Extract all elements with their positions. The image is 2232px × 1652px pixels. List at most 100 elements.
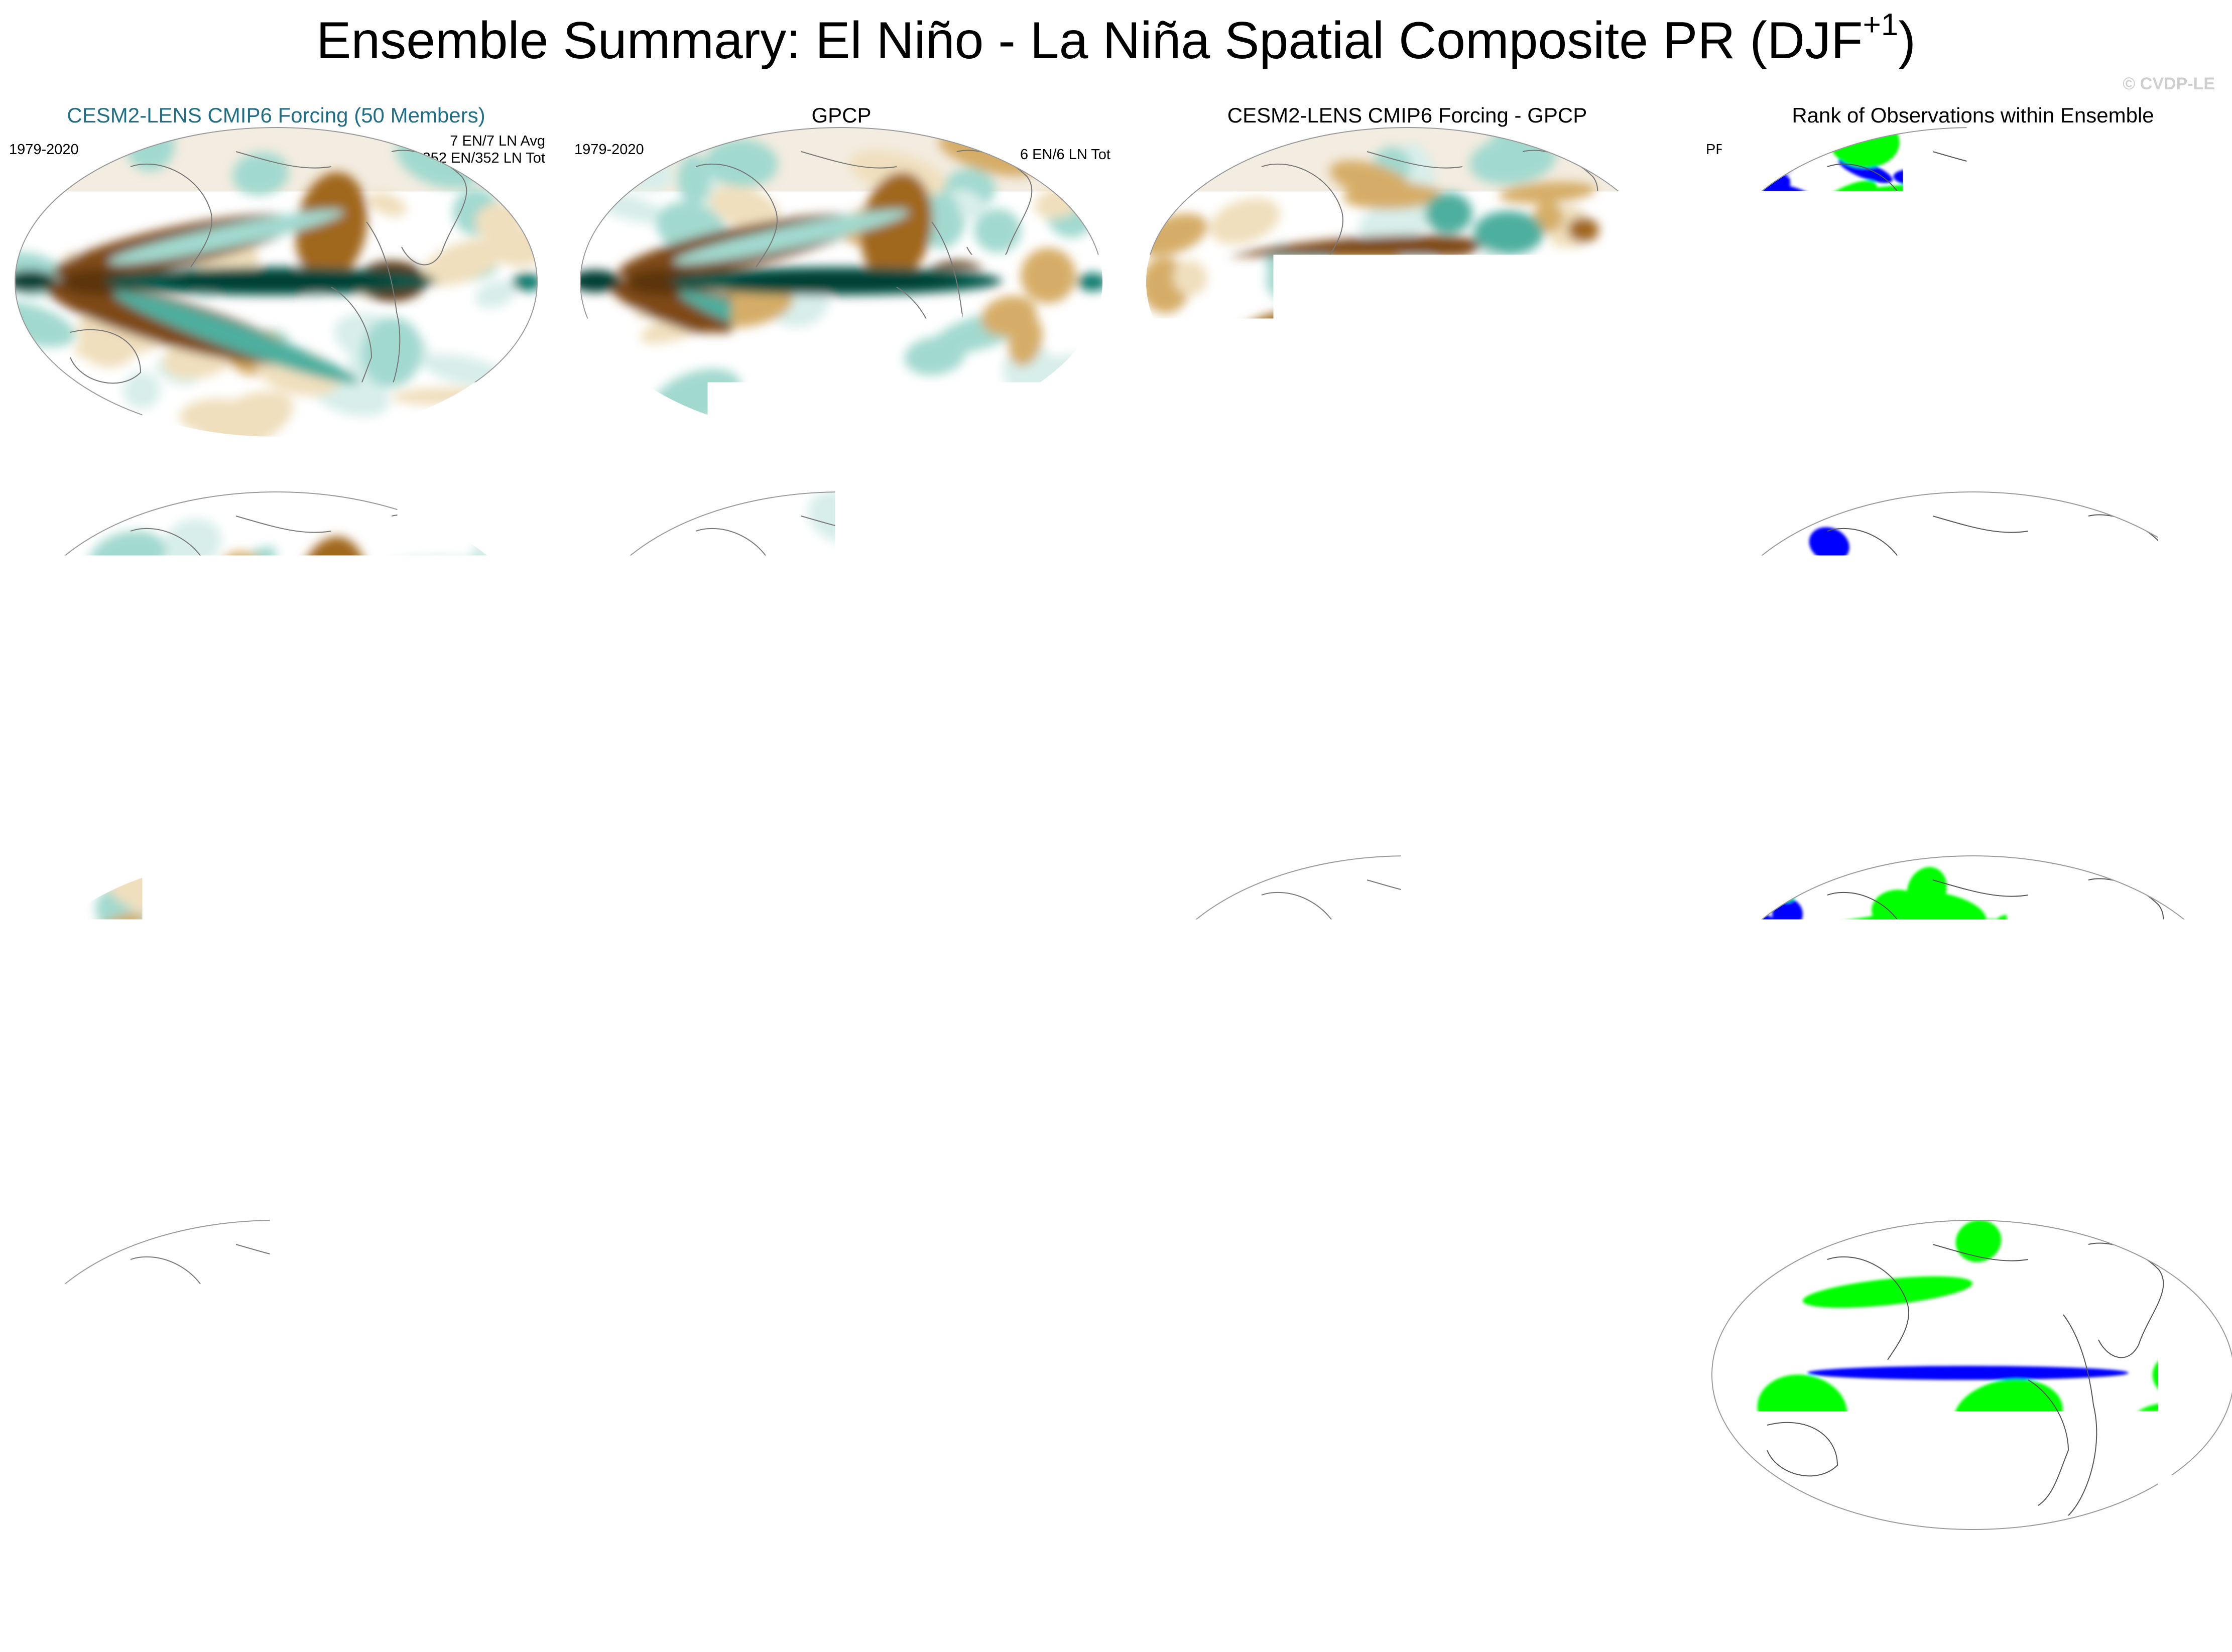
watermark: © CVDP-LE (2123, 74, 2215, 94)
colorbar-swatch (1214, 1573, 1239, 1591)
colorbar-swatch (2165, 1573, 2201, 1591)
map-rank-row2 (1707, 486, 2232, 807)
map-rank-row3 (1707, 850, 2232, 1171)
colorbar-tick-label: -4 (640, 1599, 657, 1621)
colorbar-swatch (404, 1573, 429, 1591)
colorbar-tick-label: 20 (1901, 1599, 1922, 1621)
colorbar-tick-label: -.75 (165, 1599, 197, 1621)
colorbar-swatch (995, 1573, 1020, 1591)
colorbar-swatch (454, 1573, 478, 1591)
colorbar-swatch (599, 1573, 624, 1591)
colorbar-swatch (182, 1573, 206, 1591)
panel-diff-row4: CESM1-LENS - GPCP (1131, 1196, 1683, 1568)
colorbar-swatch (1803, 1573, 1839, 1591)
colorbar-swatch (1387, 1573, 1412, 1591)
colorbar-tick-label: 0 (1394, 1599, 1405, 1621)
colorbar-swatch (1912, 1573, 1948, 1591)
colorbar-swatch (1362, 1573, 1387, 1591)
colorbar-swatches (32, 1572, 504, 1592)
map-field (575, 121, 1107, 443)
colorbar-swatch (1288, 1573, 1313, 1591)
colorbar-swatch (822, 1573, 846, 1591)
colorbar-tick-label: 90 (2082, 1599, 2103, 1621)
colorbar-swatch (797, 1573, 822, 1591)
colorbar-tick-label: 100 (2150, 1599, 2181, 1621)
colorbar-swatch (305, 1573, 330, 1591)
colorbar-swatch (83, 1573, 107, 1591)
colorbar-swatch (1839, 1573, 1876, 1591)
colorbar-swatch (649, 1573, 674, 1591)
colorbar-swatch (1045, 1573, 1069, 1591)
colorbar-tick-label: 0 (263, 1599, 273, 1621)
map-obs-row1 (575, 121, 1107, 443)
map-field (10, 121, 542, 443)
colorbar-unit-label: % (1956, 1622, 1975, 1646)
colorbar-tick-label: 95 (2119, 1599, 2140, 1621)
colorbar-swatch (429, 1573, 453, 1591)
colorbar-swatches (1730, 1572, 2202, 1592)
colorbar-tick-label: .25 (1424, 1599, 1450, 1621)
map-field (575, 1214, 1107, 1536)
colorbar-swatch (921, 1573, 945, 1591)
colorbar-swatch (773, 1573, 797, 1591)
colorbar-swatch (206, 1573, 231, 1591)
colorbar-swatch (1511, 1573, 1536, 1591)
colorbar-swatch (847, 1573, 872, 1591)
page-title: Ensemble Summary: El Niño - La Niña Spat… (0, 11, 2232, 71)
map-diff-row1 (1141, 121, 1673, 443)
map-obs-row2 (575, 486, 1107, 807)
map-rank-row4 (1707, 1214, 2232, 1536)
colorbar-swatch (132, 1573, 157, 1591)
map-rank-row1 (1707, 121, 2232, 443)
map-field (1707, 850, 2232, 1171)
colorbar-swatch (1536, 1573, 1560, 1591)
colorbar-swatch (354, 1573, 379, 1591)
map-model-row3 (10, 850, 542, 1171)
panel-rank-row1: Rank of Observations within Ensemble PR 60… (1697, 103, 2232, 475)
colorbar-swatch (281, 1573, 305, 1591)
colorbar-tick-label: 4 (1015, 1599, 1026, 1621)
colorbar-swatch (946, 1573, 970, 1591)
colorbar-tick-label: 80 (2010, 1599, 2031, 1621)
colorbar-swatch (674, 1573, 698, 1591)
colorbar-tick-label: -.25 (781, 1599, 813, 1621)
map-field (1707, 1214, 2232, 1536)
colorbar-swatch (1461, 1573, 1486, 1591)
colorbar-tick-label: -.75 (731, 1599, 764, 1621)
colorbar-swatch (1264, 1573, 1288, 1591)
colorbar-swatch (698, 1573, 723, 1591)
colorbar-swatch (1313, 1573, 1338, 1591)
panel-obs-row4: GPCP 1979-2020 6 EN/6 LN Tot (565, 1196, 1118, 1568)
colorbar-swatch (256, 1573, 280, 1591)
colorbar-tick-label: .75 (342, 1599, 368, 1621)
colorbar-swatch (1165, 1573, 1189, 1591)
colorbar-unit-label: C (1392, 1622, 1407, 1646)
colorbar-swatch (1610, 1573, 1635, 1591)
panel-obs-row2: GPCP 1979-2020 6 EN/6 LN Tot (565, 468, 1118, 839)
colorbar-tick-label: 2 (966, 1599, 976, 1621)
colorbar-tick-label: 2 (1531, 1599, 1542, 1621)
colorbar-swatch (748, 1573, 773, 1591)
colorbar-tick-label: -4 (1205, 1599, 1222, 1621)
map-obs-row4 (575, 1214, 1107, 1536)
map-field (575, 486, 1107, 807)
map-field (575, 850, 1107, 1171)
panel-diff-row2: CESM2-LENS SMBB Forcing - GPCP (1131, 468, 1683, 839)
colorbar-tick-label: .75 (908, 1599, 935, 1621)
colorbar-swatch (1560, 1573, 1585, 1591)
map-diff-row2 (1141, 486, 1673, 807)
colorbar-tick-label: -2 (123, 1599, 140, 1621)
colorbar-swatch (2129, 1573, 2165, 1591)
colorbar-tick-label: .25 (292, 1599, 319, 1621)
panel-model-row1: CESM2-LENS CMIP6 Forcing (50 Members) 197… (0, 103, 552, 475)
map-field (1707, 121, 2232, 443)
colorbar-swatch (380, 1573, 404, 1591)
colorbar-rank: 0 5 10 20 80 90 95 100% (1730, 1571, 2232, 1652)
colorbar-tick-label: .75 (1473, 1599, 1500, 1621)
panel-model-row2: CESM2-LENS SMBB Forcing (50 Members) 1979… (0, 468, 552, 839)
map-field (1707, 486, 2232, 807)
colorbar-swatch (1338, 1573, 1362, 1591)
title-close: ) (1898, 12, 1916, 70)
colorbar-swatch (1486, 1573, 1511, 1591)
colorbar-tick-label: .25 (858, 1599, 885, 1621)
